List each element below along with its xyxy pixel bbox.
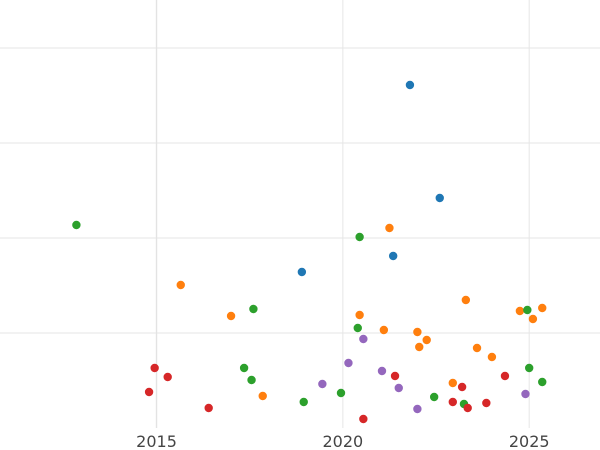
grid-layer bbox=[0, 0, 600, 428]
data-point-series-2-4 bbox=[353, 323, 362, 333]
data-point-series-1-9 bbox=[413, 327, 422, 337]
data-point-series-1-5 bbox=[355, 310, 364, 320]
data-point-series-2-6 bbox=[524, 363, 534, 373]
x-tick-label-2015: 2015 bbox=[136, 432, 177, 450]
data-point-series-4-4 bbox=[394, 383, 403, 393]
data-point-series-1-12 bbox=[472, 343, 482, 353]
data-point-series-2-0 bbox=[72, 220, 81, 230]
data-point-series-4-3 bbox=[318, 379, 327, 389]
data-point-series-1-6 bbox=[226, 311, 236, 321]
data-point-series-4-2 bbox=[377, 366, 387, 376]
data-point-series-3-0 bbox=[150, 363, 159, 373]
data-point-series-2-10 bbox=[429, 392, 439, 402]
data-point-series-2-8 bbox=[538, 377, 547, 387]
data-point-series-2-1 bbox=[355, 232, 364, 242]
data-point-series-1-3 bbox=[538, 303, 547, 313]
data-point-series-1-14 bbox=[448, 378, 457, 388]
data-point-series-1-1 bbox=[176, 280, 185, 290]
data-point-series-1-15 bbox=[258, 391, 267, 401]
data-point-series-1-10 bbox=[422, 335, 431, 345]
data-point-series-0-2 bbox=[388, 251, 398, 261]
data-point-series-4-0 bbox=[359, 334, 368, 344]
data-point-series-4-5 bbox=[521, 389, 530, 399]
data-point-series-4-6 bbox=[413, 404, 422, 414]
data-point-series-3-10 bbox=[359, 414, 368, 424]
data-point-series-1-11 bbox=[415, 342, 424, 352]
data-point-series-0-1 bbox=[435, 193, 444, 203]
x-tick-label-2020: 2020 bbox=[322, 432, 363, 450]
data-point-series-1-7 bbox=[528, 314, 538, 324]
data-point-series-1-4 bbox=[515, 306, 525, 316]
data-point-series-3-7 bbox=[482, 398, 491, 408]
data-point-series-2-7 bbox=[247, 375, 256, 385]
data-point-series-3-3 bbox=[500, 371, 510, 381]
x-axis-ticks: 2015 2020 2025 bbox=[136, 432, 549, 450]
data-point-series-1-8 bbox=[379, 325, 389, 335]
data-point-series-0-0 bbox=[405, 80, 415, 90]
points-layer bbox=[72, 80, 547, 424]
data-point-series-3-9 bbox=[463, 403, 472, 413]
data-point-series-2-3 bbox=[523, 305, 532, 315]
data-point-series-2-9 bbox=[336, 388, 346, 398]
data-point-series-1-13 bbox=[487, 352, 497, 362]
data-point-series-3-6 bbox=[448, 397, 457, 407]
data-point-series-1-2 bbox=[461, 295, 471, 305]
data-point-series-3-1 bbox=[163, 372, 172, 382]
data-point-series-4-1 bbox=[344, 358, 353, 368]
data-point-series-2-5 bbox=[239, 363, 249, 373]
data-point-series-3-5 bbox=[144, 387, 154, 397]
data-point-series-3-2 bbox=[390, 371, 400, 381]
data-point-series-3-8 bbox=[204, 403, 213, 413]
x-tick-label-2025: 2025 bbox=[509, 432, 550, 450]
data-point-series-1-0 bbox=[385, 223, 394, 233]
data-point-series-0-3 bbox=[297, 267, 307, 277]
data-point-series-3-4 bbox=[457, 382, 467, 392]
data-point-series-2-2 bbox=[249, 304, 258, 314]
data-point-series-2-11 bbox=[299, 397, 308, 407]
